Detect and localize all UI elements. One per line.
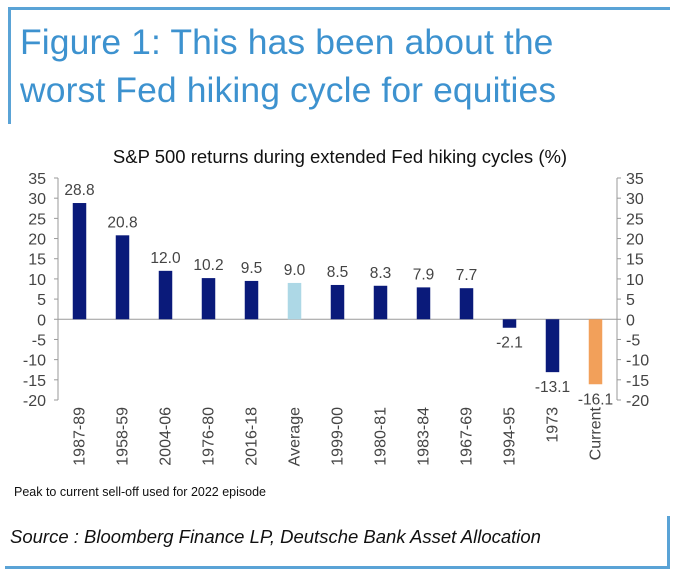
source-right-rule (667, 516, 670, 569)
right-y-tick-label: 0 (626, 312, 635, 329)
category-tick-label: 1994-95 (502, 407, 519, 466)
left-y-tick-label: 0 (37, 312, 46, 329)
bar (72, 203, 87, 320)
source-bottom-rule (5, 566, 670, 569)
header-top-rule (8, 7, 670, 10)
right-y-tick-label: 15 (626, 252, 644, 269)
category-tick-label: 2016-18 (244, 407, 261, 466)
bar (373, 285, 388, 320)
bar-value-label: 20.8 (107, 214, 137, 231)
category-tick-label: 1973 (545, 407, 562, 443)
category-tick-label: 1983-84 (416, 407, 433, 466)
category-tick-label: 1967-69 (459, 407, 476, 466)
right-y-tick-label: -5 (626, 332, 640, 349)
left-y-tick-label: -20 (23, 393, 46, 410)
bar (330, 284, 345, 320)
chart-title: S&P 500 returns during extended Fed hiki… (112, 146, 568, 167)
right-y-tick-label: 10 (626, 272, 644, 289)
bar (158, 270, 173, 320)
left-y-tick-label: 5 (37, 292, 46, 309)
bar-value-label: -13.1 (535, 379, 570, 396)
right-y-tick-label: 5 (626, 292, 635, 309)
left-y-tick-label: 20 (28, 232, 46, 249)
bar-value-label: -16.1 (578, 391, 613, 408)
bar (287, 282, 302, 320)
bar-value-label: 10.2 (193, 257, 223, 274)
category-tick-label: 1987-89 (72, 407, 89, 466)
bar (244, 280, 259, 320)
source-note: Source : Bloomberg Finance LP, Deutsche … (10, 526, 541, 547)
bar (416, 287, 431, 320)
bar-value-label: 28.8 (64, 182, 94, 199)
bar (459, 288, 474, 320)
bar-value-label: -2.1 (496, 335, 523, 352)
left-y-tick-label: -5 (32, 332, 46, 349)
bar-value-label: 7.9 (413, 266, 435, 283)
bar (201, 278, 216, 320)
left-y-tick-label: -10 (23, 353, 46, 370)
headline-line-1: Figure 1: This has been about the (20, 22, 554, 62)
left-y-tick-label: -15 (23, 373, 46, 390)
left-y-tick-label: 30 (28, 191, 46, 208)
right-y-tick-label: -20 (626, 393, 649, 410)
bar-value-label: 7.7 (456, 267, 478, 284)
right-y-tick-label: -15 (626, 373, 649, 390)
figure-headline: Figure 1: This has been about the worst … (20, 18, 660, 114)
category-tick-label: Average (287, 407, 304, 466)
bar-value-label: 8.3 (370, 265, 392, 282)
category-tick-label: Current (588, 406, 605, 460)
right-y-tick-label: 30 (626, 191, 644, 208)
category-tick-label: 2004-06 (158, 407, 175, 466)
bar (502, 319, 517, 328)
category-tick-label: 1999-00 (330, 407, 347, 466)
chart-footnote: Peak to current sell-off used for 2022 e… (14, 485, 267, 499)
category-tick-label: 1980-81 (373, 407, 390, 466)
headline-line-2: worst Fed hiking cycle for equities (20, 70, 557, 110)
bar (115, 235, 130, 320)
category-tick-label: 1976-80 (201, 407, 218, 466)
right-y-tick-label: 20 (626, 232, 644, 249)
right-y-tick-label: 25 (626, 211, 644, 228)
right-y-tick-label: -10 (626, 353, 649, 370)
right-y-tick-label: 35 (626, 171, 644, 188)
category-tick-label: 1958-59 (115, 407, 132, 466)
bar-value-label: 9.0 (284, 262, 306, 279)
bar (588, 319, 603, 385)
left-y-tick-label: 25 (28, 211, 46, 228)
left-y-tick-label: 15 (28, 252, 46, 269)
bar (545, 319, 560, 373)
left-y-tick-label: 35 (28, 171, 46, 188)
bar-value-label: 12.0 (150, 250, 181, 267)
header-left-rule (8, 7, 11, 124)
bar-value-label: 8.5 (327, 264, 349, 281)
bar-value-label: 9.5 (241, 260, 263, 277)
left-y-tick-label: 10 (28, 272, 46, 289)
